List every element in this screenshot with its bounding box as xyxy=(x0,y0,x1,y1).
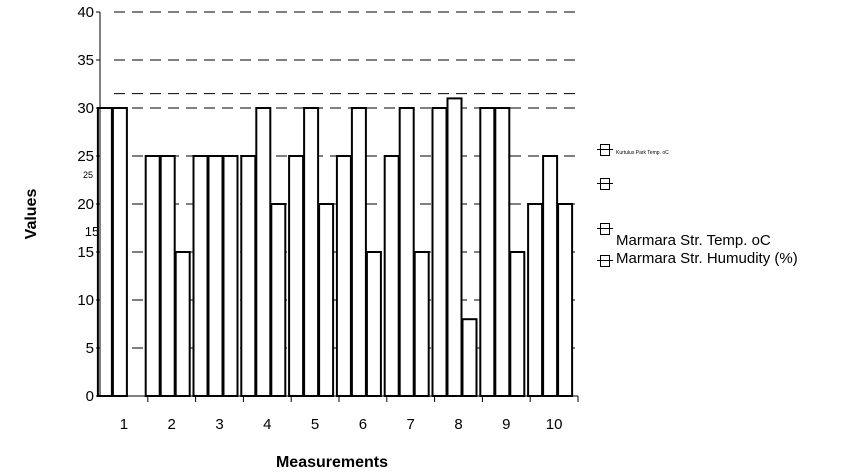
x-axis-label: Measurements xyxy=(276,454,388,471)
legend-swatch xyxy=(597,255,613,267)
legend-swatch xyxy=(597,223,613,235)
bar xyxy=(335,155,352,397)
bar xyxy=(494,107,511,397)
bar xyxy=(159,155,176,397)
bar xyxy=(207,155,224,397)
bar xyxy=(431,107,448,397)
y-tick-label: 20 xyxy=(77,196,94,213)
x-tick-label: 3 xyxy=(215,416,223,433)
bar xyxy=(413,251,430,397)
bar xyxy=(144,155,161,397)
bars xyxy=(96,97,574,398)
x-tick-label: 5 xyxy=(311,416,319,433)
y-tick-label: 10 xyxy=(77,292,94,309)
x-tick-label: 10 xyxy=(546,416,563,433)
x-tick-label: 9 xyxy=(502,416,510,433)
legend-item: Kurtulus Park Temp. oC xyxy=(597,144,669,156)
y-tick-label: 40 xyxy=(77,4,94,21)
y-tick-label: 30 xyxy=(77,100,94,117)
legend-swatch xyxy=(597,178,613,190)
bar xyxy=(270,203,287,397)
bar xyxy=(350,107,367,397)
x-tick-label: 6 xyxy=(359,416,367,433)
y-tick-label: 15 xyxy=(85,224,99,239)
bar xyxy=(255,107,272,397)
y-axis-label: Values xyxy=(23,189,40,240)
legend-item: Marmara Str. Temp. oC xyxy=(597,218,771,249)
legend-item: Marmara Str. Humudity (%) xyxy=(597,250,798,267)
bar xyxy=(383,155,400,397)
bar xyxy=(174,251,191,397)
tick-labels: 0 5 10 15 20 25 30 35 40 25 15 1 2 3 4 5 6 7 8 9 10 xyxy=(77,4,562,433)
bar xyxy=(461,318,478,398)
x-tick-label: 7 xyxy=(407,416,415,433)
bar xyxy=(192,155,209,397)
x-tick-label: 8 xyxy=(454,416,462,433)
x-tick-label: 2 xyxy=(168,416,176,433)
y-tick-label: 25 xyxy=(83,170,93,180)
bar xyxy=(398,107,415,397)
x-tick-label: 4 xyxy=(263,416,271,433)
legend-swatch xyxy=(597,144,613,156)
bar xyxy=(527,203,544,397)
bar xyxy=(557,203,574,397)
legend-label: Marmara Str. Temp. oC xyxy=(616,232,771,249)
bar xyxy=(240,155,257,397)
bar xyxy=(111,107,128,397)
bar xyxy=(542,155,559,397)
y-tick-label: 0 xyxy=(86,388,94,405)
bar xyxy=(222,155,239,397)
x-tick-label: 1 xyxy=(120,416,128,433)
legend-item xyxy=(597,178,616,190)
bar xyxy=(479,107,496,397)
bar xyxy=(446,97,463,398)
legend-label: Marmara Str. Humudity (%) xyxy=(616,250,798,267)
bar xyxy=(318,203,335,397)
axes xyxy=(96,11,579,402)
bar xyxy=(509,251,526,397)
y-tick-label: 35 xyxy=(77,52,94,69)
legend-label: Kurtulus Park Temp. oC xyxy=(616,150,669,156)
bar xyxy=(365,251,382,397)
bar xyxy=(303,107,320,397)
y-tick-label: 15 xyxy=(77,244,94,261)
bar xyxy=(288,155,305,397)
y-tick-label: 5 xyxy=(86,340,94,357)
legend: Kurtulus Park Temp. oC Marmara Str. Temp… xyxy=(597,140,862,280)
y-tick-label: 25 xyxy=(77,148,94,165)
